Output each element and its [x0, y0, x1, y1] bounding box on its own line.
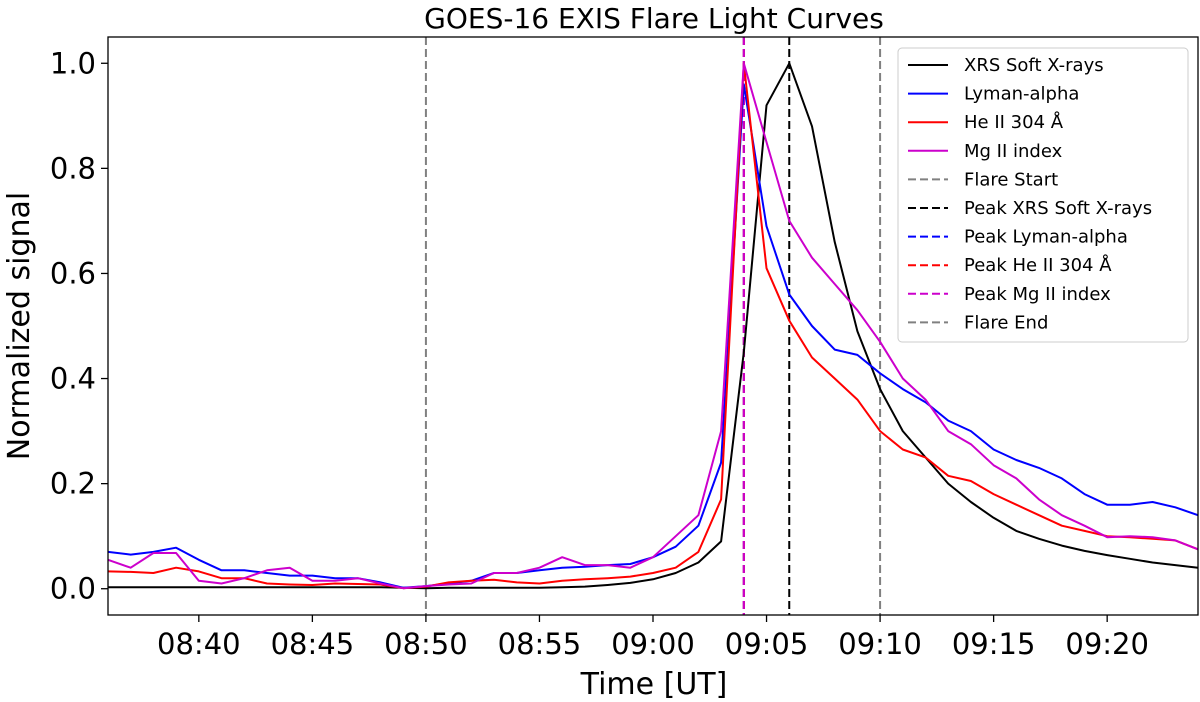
x-tick-label: 09:05 — [725, 627, 809, 661]
y-tick-label: 0.8 — [50, 151, 96, 185]
x-tick-label: 08:55 — [498, 627, 582, 661]
series-line-mg-ii-index — [108, 62, 1198, 590]
x-tick-label: 09:20 — [1065, 627, 1149, 661]
y-tick-label: 0.2 — [50, 467, 96, 501]
plot-area — [108, 37, 1198, 615]
x-tick-label: 09:15 — [952, 627, 1036, 661]
legend-entry-he-ii-304: He II 304 Å — [964, 111, 1064, 133]
legend-entry-lyman-alpha: Lyman-alpha — [964, 84, 1079, 105]
x-tick-label: 08:40 — [157, 627, 241, 661]
legend-entry-xrs-soft-x-rays: XRS Soft X-rays — [964, 55, 1104, 76]
legend-entry-peak-he-ii-304: Peak He II 304 Å — [964, 254, 1112, 276]
x-tick-label: 09:10 — [838, 627, 922, 661]
y-axis: 0.0 0.2 0.4 0.6 0.8 1.0 — [50, 46, 108, 606]
x-tick-label: 08:45 — [271, 627, 355, 661]
y-tick-label: 0.4 — [50, 362, 96, 396]
x-axis: 08:40 08:45 08:50 08:55 09:00 09:05 09:10 09:15… — [157, 615, 1149, 661]
y-tick-label: 0.6 — [50, 256, 96, 290]
x-tick-label: 09:00 — [611, 627, 695, 661]
chart-title: GOES-16 EXIS Flare Light Curves — [424, 2, 884, 35]
series-line-xrs-soft-x-rays — [108, 62, 1198, 590]
legend-entry-flare-start: Flare Start — [964, 169, 1058, 190]
legend-entry-flare-end: Flare End — [964, 312, 1048, 333]
y-tick-label: 1.0 — [50, 46, 96, 80]
x-tick-label: 08:50 — [384, 627, 468, 661]
legend: XRS Soft X-rays Lyman-alpha He II 304 Å Mg … — [897, 47, 1189, 343]
legend-entry-peak-lyman-alpha: Peak Lyman-alpha — [964, 227, 1128, 248]
x-axis-label: Time [UT] — [580, 667, 728, 702]
y-axis-label: Normalized signal — [2, 192, 37, 460]
legend-entry-peak-xrs-soft-x-rays: Peak XRS Soft X-rays — [964, 198, 1152, 219]
series-line-he-ii-304 — [108, 62, 1198, 590]
legend-box — [897, 47, 1189, 343]
legend-entry-peak-mg-ii-index: Peak Mg II index — [964, 284, 1111, 305]
y-tick-label: 0.0 — [50, 572, 96, 606]
legend-entry-mg-ii-index: Mg II index — [964, 141, 1063, 162]
